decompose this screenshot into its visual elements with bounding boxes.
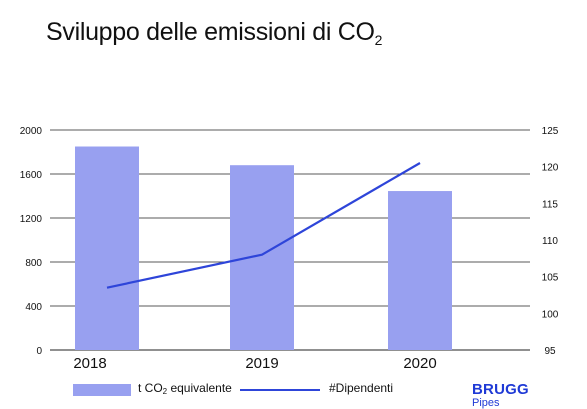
x-category-label: 2020 <box>403 355 436 372</box>
bar-series <box>75 146 452 350</box>
legend-bar-swatch <box>73 384 131 396</box>
left-tick-label: 800 <box>25 258 42 269</box>
right-axis-ticks: 95 100 105 110 115 120 125 <box>542 126 559 357</box>
x-axis-labels: 2018 2019 2020 <box>73 355 436 372</box>
right-tick-label: 115 <box>542 199 558 210</box>
logo-sub: Pipes <box>472 397 500 409</box>
bar <box>75 146 139 350</box>
left-tick-label: 2000 <box>20 126 43 137</box>
right-tick-label: 105 <box>542 273 559 284</box>
legend-bar-label: t CO2 equivalente <box>138 381 232 396</box>
bar <box>388 191 452 350</box>
line-path <box>106 162 421 289</box>
left-tick-label: 1600 <box>20 170 43 181</box>
left-axis-ticks: 0 400 800 1200 1600 2000 <box>20 126 43 357</box>
legend-line-label: #Dipendenti <box>329 381 394 395</box>
right-tick-label: 120 <box>542 163 559 174</box>
left-tick-label: 400 <box>25 302 42 313</box>
x-category-label: 2019 <box>245 355 278 372</box>
line-series <box>106 162 421 289</box>
right-tick-label: 100 <box>542 309 559 320</box>
x-category-label: 2018 <box>73 355 106 372</box>
logo-brand: BRUGG <box>472 381 529 398</box>
right-tick-label: 110 <box>542 236 558 247</box>
legend-line-swatch <box>240 389 320 391</box>
brugg-logo: BRUGG Pipes <box>472 382 529 409</box>
chart-title: Sviluppo delle emissioni di CO2 <box>46 18 383 48</box>
right-tick-label: 125 <box>542 126 559 137</box>
left-tick-label: 1200 <box>20 214 43 225</box>
left-tick-label: 0 <box>36 346 42 357</box>
bar <box>230 165 294 350</box>
right-tick-label: 95 <box>544 346 556 357</box>
